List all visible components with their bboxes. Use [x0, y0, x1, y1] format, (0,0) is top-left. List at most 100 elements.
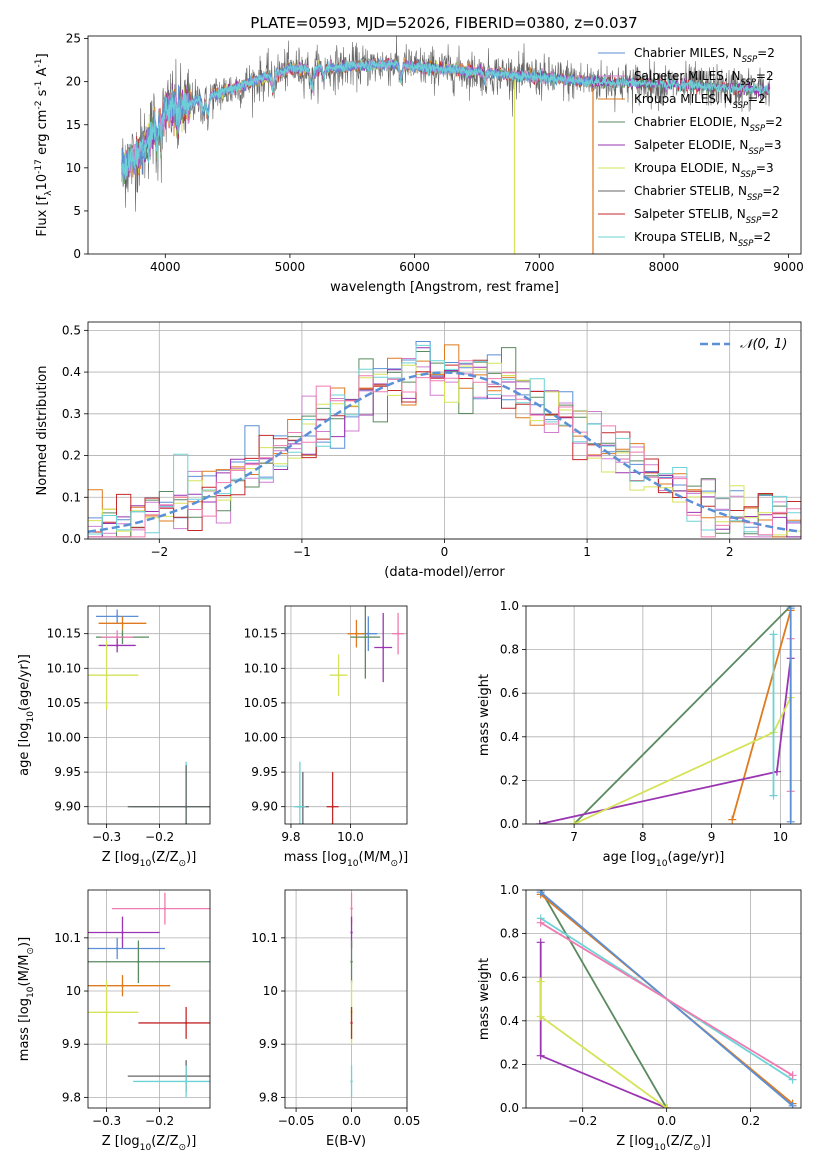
errorbar-point	[396, 632, 400, 635]
x-tick-label: 7	[570, 830, 578, 844]
weight-marker	[535, 820, 544, 824]
errorbar-point	[331, 805, 334, 808]
y-tick-label: 0.1	[62, 490, 81, 504]
weight-marker	[536, 918, 545, 927]
weight-line-chabrier-elodie	[539, 890, 668, 1108]
y-tick-label: 9.95	[251, 765, 278, 779]
y-tick-label: 0.4	[500, 1014, 519, 1028]
y-tick-label: 10	[263, 984, 278, 998]
x-axis-label: age [log10(age/yr)]	[603, 850, 725, 869]
age-z-axes: −0.3 −0.2 9.90 9.95 10.00 10.05 10.10 10.15 Z [l…	[17, 605, 211, 869]
y-tick-label: 9.90	[54, 800, 81, 814]
plot-area	[88, 341, 801, 538]
x-axis-label: Z [log10(Z/Z⊙)]	[102, 850, 197, 869]
axes-frame	[525, 889, 802, 1109]
y-tick-label: 20	[66, 75, 81, 89]
y-tick-label: 10.05	[47, 696, 81, 710]
plot-area	[536, 890, 797, 1108]
plot-area	[350, 892, 353, 1098]
y-tick-label: 0.6	[500, 686, 519, 700]
y-tick-label: 9.9	[259, 1037, 278, 1051]
weight-marker	[728, 815, 737, 824]
x-tick-label: 10	[773, 830, 788, 844]
weight-marker	[786, 606, 795, 613]
axes-frame	[525, 605, 802, 825]
errorbar-point	[115, 615, 119, 618]
errorbar-point	[115, 947, 119, 950]
weight-marker	[788, 1071, 797, 1080]
y-axis-label: age [log10(age/yr)]	[17, 654, 36, 776]
x-axis-label: wavelength [Angstrom, rest frame]	[330, 280, 559, 295]
weight-line-chabrier-elodie	[573, 606, 792, 824]
y-tick-label: 10.00	[47, 730, 81, 744]
errorbar-point	[350, 1080, 353, 1083]
plot-area	[88, 892, 210, 1098]
x-tick-label: −0.3	[92, 1114, 121, 1128]
weight-marker	[769, 630, 778, 639]
x-tick-label: 5000	[275, 260, 306, 274]
y-tick-label: 9.90	[251, 800, 278, 814]
y-tick-label: 10	[66, 984, 81, 998]
gaussian-curve	[88, 371, 801, 533]
weight-line-kroupa-miles	[731, 610, 792, 820]
y-axis-label: mass [log10(M/M⊙)]	[17, 937, 36, 1061]
errorbar-point	[367, 632, 370, 635]
y-axis-label: mass weight	[477, 958, 492, 1040]
y-tick-label: 0.6	[500, 970, 519, 984]
spectrum-axes: 4000 5000 6000 7000 8000 9000 0 5 10 15 20 25 wavele…	[34, 32, 804, 295]
weight-line-extra	[540, 921, 794, 1077]
errorbar-point	[381, 646, 385, 649]
weight-marker	[536, 890, 545, 897]
y-tick-label: 15	[66, 118, 81, 132]
x-tick-label: 9.8	[281, 830, 300, 844]
legend-entry: Salpeter ELODIE, NSSP=3	[634, 138, 782, 156]
x-tick-label: 0.05	[394, 1114, 421, 1128]
axes-frame	[87, 605, 211, 825]
errorbar-point	[364, 635, 367, 639]
legend-entry: Chabrier STELIB, NSSP=2	[634, 184, 780, 202]
errorbar-point	[350, 931, 353, 934]
x-tick-label: 0.0	[342, 1114, 361, 1128]
errorbar-point	[121, 622, 124, 625]
errorbar-point	[105, 1011, 108, 1014]
x-tick-label: 8	[639, 830, 647, 844]
spectrum-model-line-kroupa-stelib	[121, 58, 771, 183]
legend-entry: Kroupa ELODIE, NSSP=3	[634, 161, 774, 179]
weight-marker	[788, 1101, 797, 1108]
y-axis-label: Flux [fλ10-17 erg cm-2 s-1 A-1]	[34, 53, 54, 236]
y-tick-label: 0.0	[500, 1101, 519, 1115]
x-tick-label: 9	[708, 830, 716, 844]
y-tick-label: 10.15	[47, 627, 81, 641]
axes-frame	[87, 889, 211, 1109]
weight-marker	[786, 817, 795, 824]
errorbar-point	[184, 1080, 188, 1083]
errorbar-point	[184, 1021, 188, 1025]
weight-age-axes: 7 8 9 10 0.0 0.2 0.4 0.6 0.8 1.0 age [log10(age/yr…	[477, 599, 802, 869]
legend-entry: Kroupa MILES, NSSP=2	[634, 92, 766, 110]
weight-marker	[536, 1012, 545, 1021]
y-tick-label: 9.95	[54, 765, 81, 779]
x-tick-label: −0.3	[92, 830, 121, 844]
legend-entry: 𝒩(0, 1)	[740, 337, 787, 352]
y-tick-label: 10.05	[244, 696, 278, 710]
x-tick-label: −0.2	[145, 1114, 174, 1128]
weight-marker	[769, 791, 778, 800]
axes-frame	[87, 35, 802, 255]
axes-frame	[284, 605, 408, 825]
plot-area	[535, 606, 795, 824]
errorbar-point	[115, 635, 119, 639]
x-tick-label: −2	[150, 545, 168, 559]
y-tick-label: 1.0	[500, 599, 519, 613]
legend-entry: Salpeter MILES, NSSP=2	[634, 69, 774, 87]
errorbar-point	[115, 644, 119, 647]
x-axis-label: mass [log10(M/M⊙)]	[284, 850, 408, 869]
y-tick-label: 10.1	[251, 931, 278, 945]
y-tick-label: 9.8	[259, 1090, 278, 1104]
x-tick-label: −0.2	[568, 1114, 597, 1128]
errorbar-point	[355, 632, 358, 635]
weight-marker	[536, 977, 545, 986]
x-tick-label: 7000	[524, 260, 555, 274]
y-tick-label: 9.8	[62, 1090, 81, 1104]
y-tick-label: 5	[73, 204, 81, 218]
x-axis-label: Z [log10(Z/Z⊙)]	[102, 1134, 197, 1153]
